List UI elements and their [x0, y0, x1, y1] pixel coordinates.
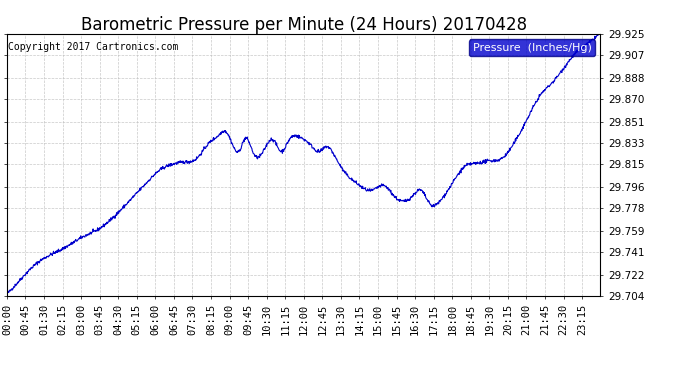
Legend: Pressure  (Inches/Hg): Pressure (Inches/Hg): [469, 39, 595, 56]
Title: Barometric Pressure per Minute (24 Hours) 20170428: Barometric Pressure per Minute (24 Hours…: [81, 16, 526, 34]
Text: Copyright 2017 Cartronics.com: Copyright 2017 Cartronics.com: [8, 42, 179, 52]
